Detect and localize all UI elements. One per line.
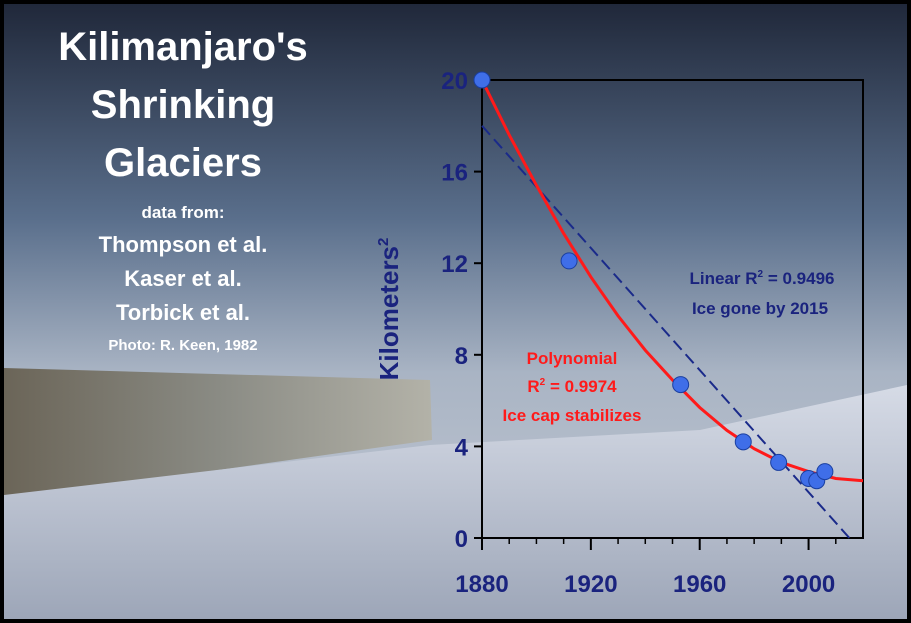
y-axis-label: Kilometers2 [374, 238, 404, 381]
annotation: Ice gone by 2015 [692, 299, 828, 318]
title: Kilimanjaro's [58, 25, 308, 69]
x-tick-label: 2000 [782, 571, 835, 598]
source: Torbick et al. [116, 300, 250, 325]
title: Shrinking [91, 83, 275, 127]
annotation: Linear R2 = 0.9496 [690, 269, 835, 288]
trend-line [480, 79, 864, 483]
y-axis-label-sup: 2 [375, 238, 392, 246]
source: Kaser et al. [124, 266, 241, 291]
source: data from: [141, 203, 224, 222]
x-tick-label: 1880 [455, 571, 508, 598]
annotation: Ice cap stabilizes [503, 406, 642, 425]
annotation: R2 = 0.9974 [527, 377, 617, 396]
annotation-text: Ice gone by 2015 [692, 299, 828, 318]
data-point [816, 463, 834, 481]
data-point [770, 453, 788, 471]
photo-credit: Photo: R. Keen, 1982 [108, 337, 257, 354]
photo-snow [4, 385, 907, 619]
x-tick-label: 1960 [673, 571, 726, 598]
x-tick-label: 1920 [564, 571, 617, 598]
data-point [672, 376, 690, 394]
annotation-text: Linear R [690, 269, 758, 288]
annotation-text: = 0.9974 [545, 377, 617, 396]
annotation-sup: 2 [758, 269, 764, 280]
data-point [473, 71, 491, 89]
annotation-text: R [527, 377, 539, 396]
annotation-text: Polynomial [527, 349, 618, 368]
data-point [560, 252, 578, 270]
y-tick-label: 12 [441, 251, 468, 278]
data-point [734, 433, 752, 451]
source: Thompson et al. [99, 232, 268, 257]
y-tick-label: 16 [441, 160, 468, 187]
y-tick-label: 20 [441, 68, 468, 95]
annotation-sup: 2 [540, 377, 546, 388]
annotation-text: Ice cap stabilizes [503, 406, 642, 425]
annotation: Polynomial [527, 349, 618, 368]
y-tick-label: 4 [455, 434, 469, 461]
left-text: Kilimanjaro's Shrinking Glaciers data fr… [58, 25, 308, 354]
y-tick-label: 0 [455, 526, 468, 553]
y-axis-label-text: Kilometers [374, 246, 404, 380]
title: Glaciers [104, 141, 262, 185]
photo-cliff [4, 368, 432, 500]
y-tick-label: 8 [455, 343, 468, 370]
annotation-text: = 0.9496 [763, 269, 834, 288]
